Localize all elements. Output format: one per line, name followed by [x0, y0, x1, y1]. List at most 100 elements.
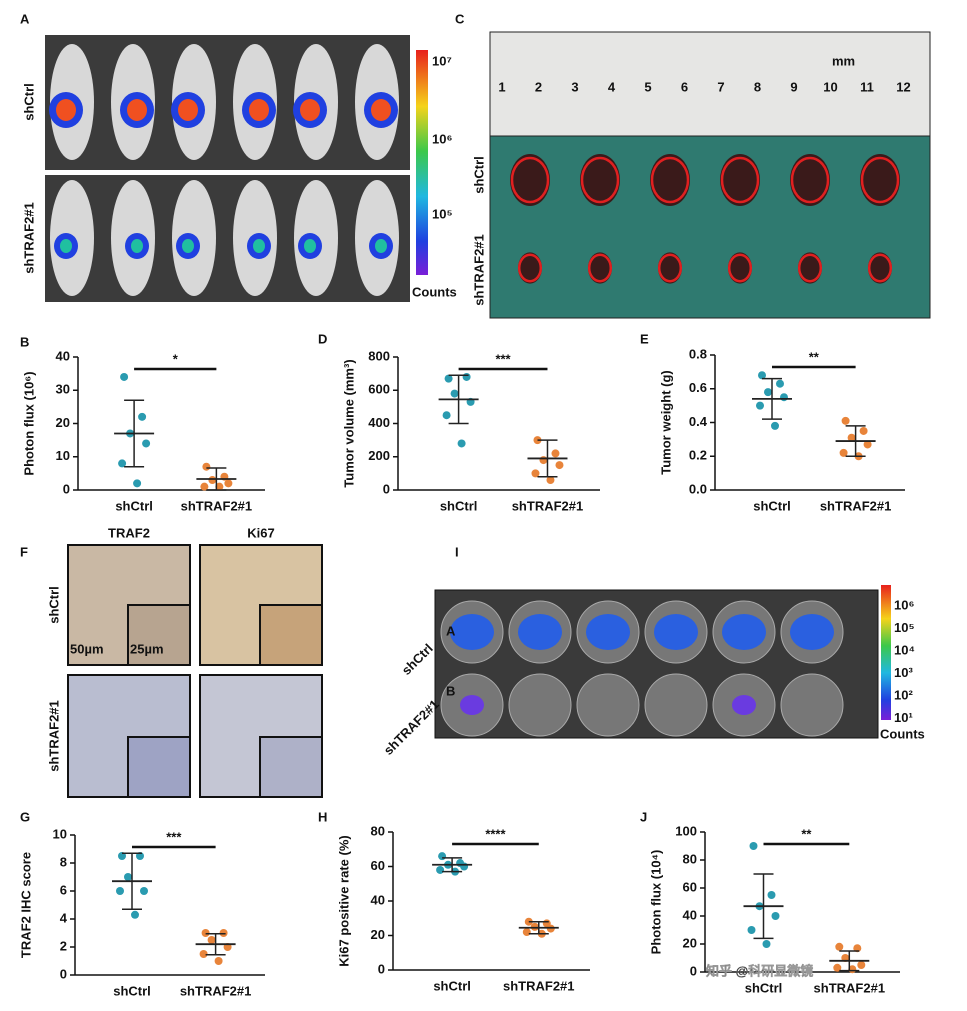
tumor	[518, 252, 542, 284]
colorbar-tick: 10⁶	[894, 597, 914, 612]
data-point	[767, 891, 776, 899]
row-label: shCtrl	[21, 83, 36, 121]
column-label: Ki67	[247, 525, 274, 540]
ruler-number: 10	[823, 79, 837, 94]
data-point	[457, 439, 466, 448]
ihc-inset	[127, 736, 191, 798]
y-axis-title: TRAF2 IHC score	[18, 852, 33, 958]
panel-letter: A	[20, 11, 30, 26]
data-point	[863, 440, 872, 449]
well	[508, 673, 572, 737]
y-tick-label: 10	[56, 448, 70, 463]
column-label: TRAF2	[108, 525, 150, 540]
signal	[460, 695, 484, 715]
data-point	[771, 421, 779, 430]
data-point	[450, 389, 459, 398]
ruler-number: 2	[535, 79, 542, 94]
tumor	[510, 154, 550, 206]
y-tick-label: 0	[383, 481, 390, 496]
data-point	[749, 842, 758, 850]
tumor-outline	[860, 156, 900, 204]
data-point	[841, 416, 850, 425]
colorbar-tick: 10⁷	[432, 53, 452, 68]
tumor	[658, 252, 682, 284]
x-tick-label: shTRAF2#1	[814, 980, 886, 995]
signal	[518, 614, 562, 650]
x-tick-label: shTRAF2#1	[512, 498, 584, 513]
colorbar-tick: 10²	[894, 687, 913, 702]
data-point	[762, 940, 771, 948]
tumor	[868, 252, 892, 284]
data-point	[116, 887, 124, 895]
colorbar-title: Counts	[880, 726, 925, 741]
data-point	[202, 462, 211, 471]
ruler-number: 4	[608, 79, 616, 94]
y-axis-title: Tumor weight (g)	[658, 370, 673, 474]
data-point	[747, 926, 756, 934]
data-point	[140, 887, 148, 895]
data-point	[200, 482, 209, 491]
row-label: shCtrl	[471, 156, 486, 194]
x-tick-label: shTRAF2#1	[181, 498, 253, 513]
signal	[300, 99, 320, 121]
signal	[722, 614, 766, 650]
data-point	[853, 944, 862, 953]
data-point	[771, 912, 780, 920]
tumor	[588, 252, 612, 284]
x-tick-label: shCtrl	[753, 498, 791, 513]
well-row: A	[446, 623, 456, 638]
data-point	[133, 479, 142, 488]
data-point	[546, 476, 555, 485]
tumor-outline	[587, 253, 613, 283]
data-point	[756, 401, 764, 410]
data-point	[776, 379, 784, 388]
ruler-number: 12	[896, 79, 910, 94]
y-tick-label: 800	[368, 348, 390, 363]
signal	[127, 99, 147, 121]
data-point	[224, 479, 233, 488]
well	[576, 673, 640, 737]
y-tick-label: 80	[683, 851, 697, 866]
colorbar	[881, 585, 891, 720]
y-tick-label: 0.6	[689, 380, 707, 395]
ihc-inset	[259, 736, 323, 798]
y-tick-label: 2	[60, 938, 67, 953]
x-tick-label: shTRAF2#1	[503, 978, 575, 993]
significance-label: ****	[485, 826, 506, 841]
data-point	[780, 393, 788, 402]
signal	[450, 614, 494, 650]
signal	[178, 99, 198, 121]
data-point	[214, 957, 223, 965]
tumor	[798, 252, 822, 284]
y-axis-title: Tumor volume (mm³)	[341, 359, 356, 487]
row-label: shTRAF2#1	[471, 234, 486, 306]
y-tick-label: 30	[56, 382, 70, 397]
y-tick-label: 80	[371, 823, 385, 838]
panel-letter: B	[20, 334, 29, 349]
y-tick-label: 20	[56, 415, 70, 430]
tumor-outline	[580, 156, 620, 204]
tumor	[728, 252, 752, 284]
significance-label: **	[801, 826, 812, 841]
data-point	[438, 852, 447, 861]
data-point	[436, 865, 445, 874]
bioluminescence-photo	[45, 175, 410, 302]
tumor-outline	[510, 156, 550, 204]
data-point	[118, 852, 126, 860]
y-tick-label: 20	[683, 935, 697, 950]
panel-letter: D	[318, 331, 327, 346]
data-point	[208, 476, 217, 485]
data-point	[442, 411, 451, 420]
colorbar-title: Counts	[412, 284, 457, 299]
significance-label: ***	[495, 351, 511, 366]
signal	[253, 239, 265, 253]
scale-bar-label: 50µm	[70, 641, 104, 656]
significance-label: ***	[166, 829, 182, 844]
signal	[182, 239, 194, 253]
y-axis-title: Photon flux (10⁴)	[648, 850, 663, 955]
ruler-number: 11	[860, 79, 874, 94]
ruler-photo	[489, 31, 931, 137]
ruler-number: 1	[498, 79, 505, 94]
ihc-inset	[259, 604, 323, 666]
x-tick-label: shTRAF2#1	[180, 983, 252, 998]
